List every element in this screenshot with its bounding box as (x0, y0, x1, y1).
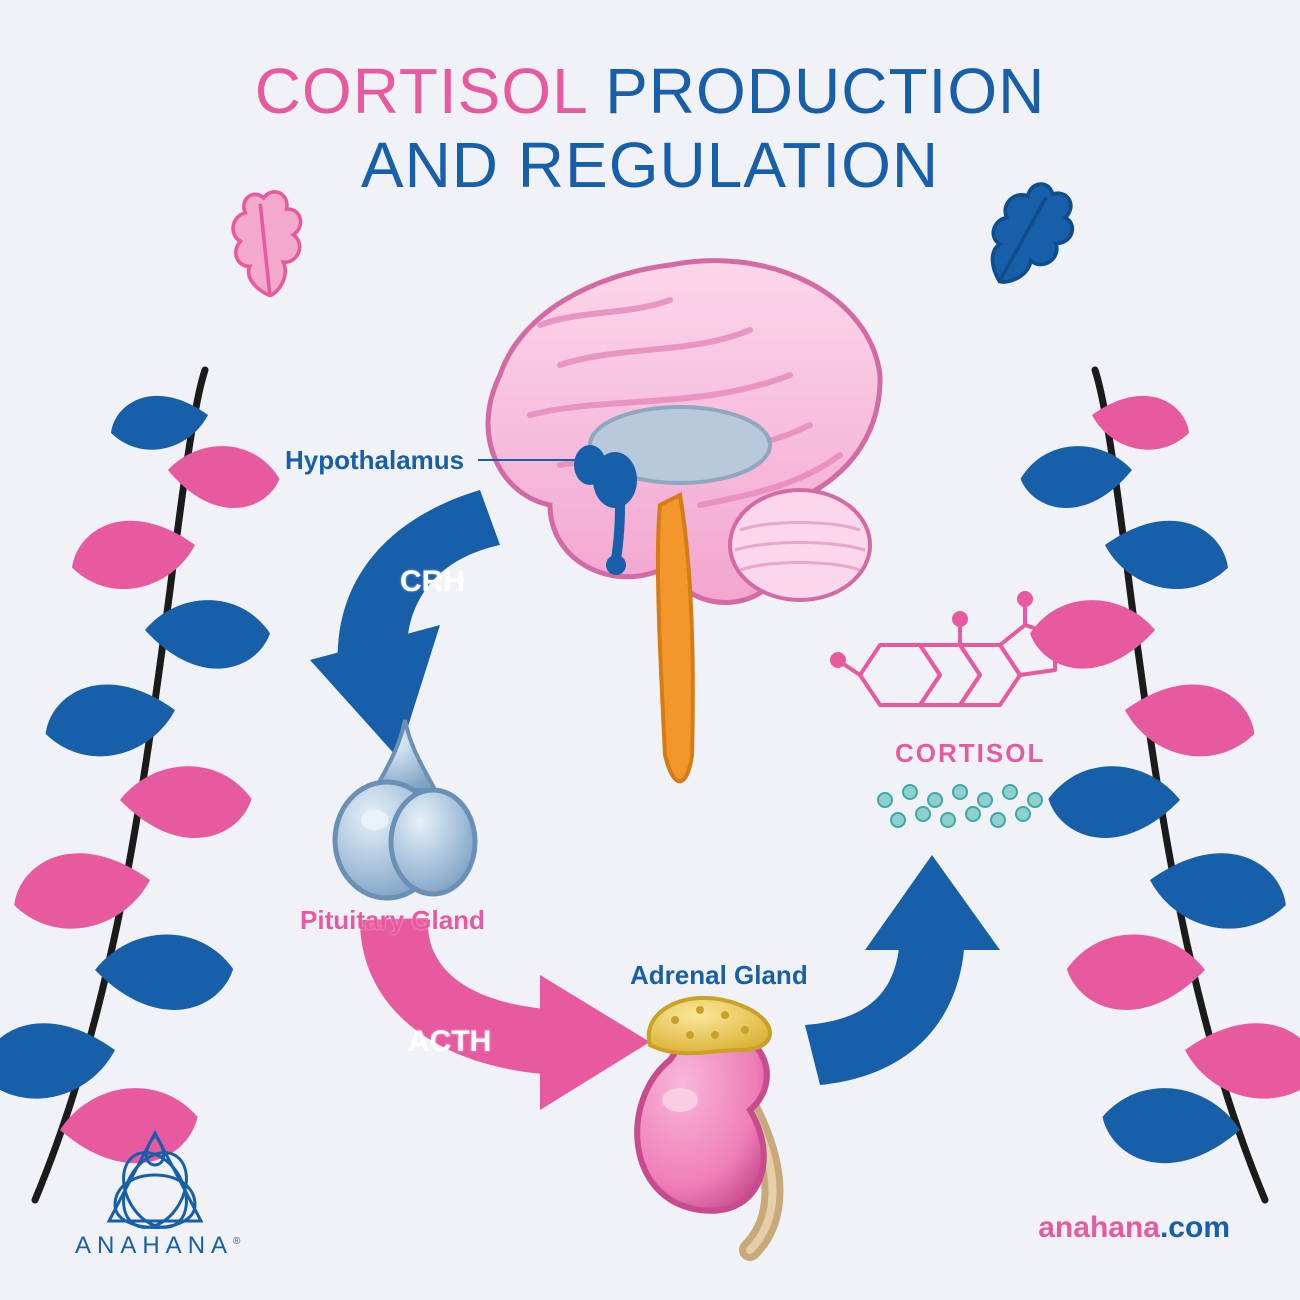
site-url: anahana.com (1038, 1211, 1230, 1245)
brain-icon (478, 261, 880, 782)
label-hypothalamus: Hypothalamus (285, 445, 464, 476)
pituitary-gland-icon (335, 720, 475, 898)
arrow-cortisol-icon (805, 855, 1000, 1085)
label-pituitary: Pituitary Gland (300, 905, 485, 936)
label-cortisol: CORTISOL (895, 738, 1045, 769)
label-acth: ACTH (408, 1025, 491, 1059)
arrow-acth-icon (360, 918, 650, 1110)
arrow-crh-icon (310, 490, 500, 758)
site-part1: anahana (1038, 1211, 1160, 1244)
label-adrenal: Adrenal Gland (630, 960, 808, 991)
title-word-cortisol: CORTISOL (255, 55, 587, 127)
cortisol-molecule-icon (832, 593, 1084, 705)
adrenal-gland-icon (637, 998, 772, 1250)
plant-left-icon (0, 370, 284, 1200)
brand-name: ANAHANA® (75, 1232, 240, 1260)
hormone-dots-icon (878, 785, 1042, 827)
label-crh: CRH (400, 565, 465, 599)
title-word-production: PRODUCTION (605, 55, 1045, 127)
title-line2: AND REGULATION (0, 129, 1300, 203)
site-part2: .com (1160, 1211, 1230, 1244)
brand-logo-icon (109, 1133, 201, 1239)
page-title: CORTISOL PRODUCTION AND REGULATION (0, 55, 1300, 202)
plant-right-icon (1016, 370, 1300, 1200)
infographic-canvas: CORTISOL PRODUCTION AND REGULATION (0, 0, 1300, 1300)
hypothalamus-icon (574, 445, 637, 575)
